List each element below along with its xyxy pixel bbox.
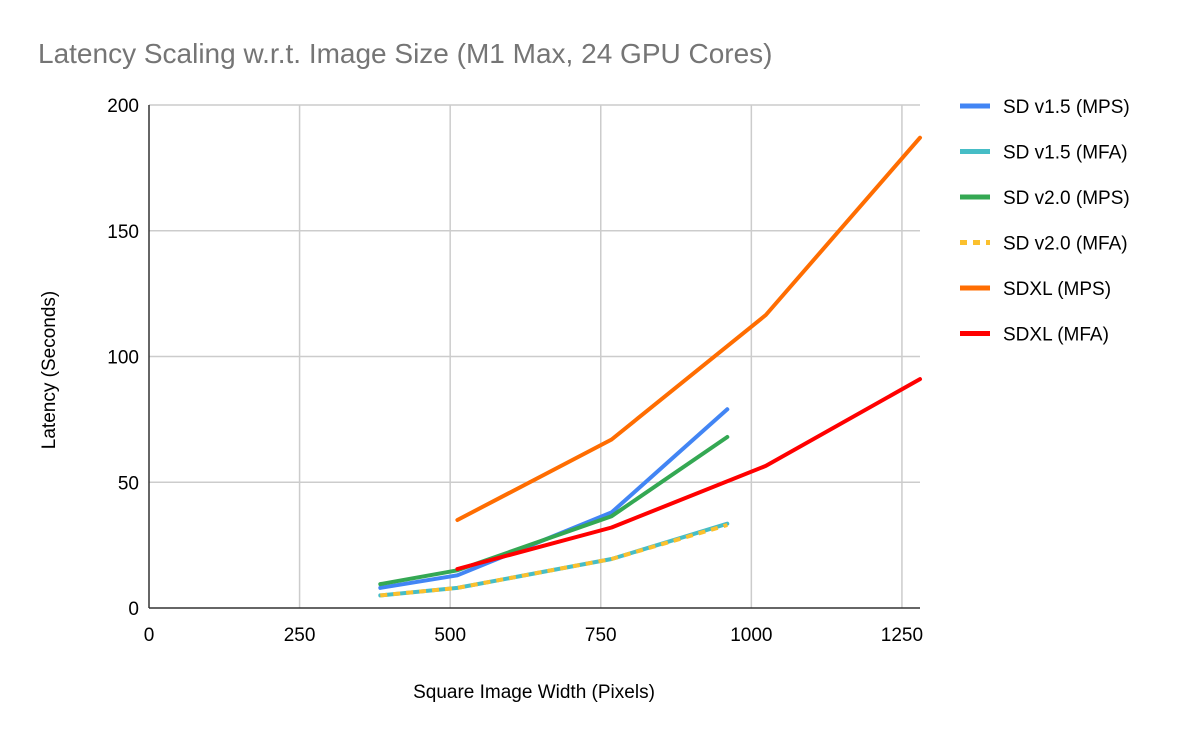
y-axis-label: Latency (Seconds) [39,291,60,449]
series-lines [378,135,922,598]
y-tick-label: 50 [118,473,139,494]
chart-title: Latency Scaling w.r.t. Image Size (M1 Ma… [38,38,773,69]
y-tick-label: 0 [128,599,139,620]
legend-label-sdxl-mfa: SDXL (MFA) [1003,325,1109,346]
legend-label-sd-v2-0-mfa: SD v2.0 (MFA) [1003,234,1128,255]
series-line-sdxl-mfa [455,377,922,571]
y-tick-label: 100 [107,348,139,369]
legend-label-sd-v1-5-mfa: SD v1.5 (MFA) [1003,143,1128,164]
series-line-sd-v1-5-mfa [378,521,730,598]
axes: 0 50 100 150 200 0 250 500 750 1000 1250 [107,96,923,646]
y-tick-label: 200 [107,96,139,117]
x-tick-label: 0 [144,625,155,646]
x-tick-label: 1250 [881,625,923,646]
legend-label-sd-v2-0-mps: SD v2.0 (MPS) [1003,188,1130,209]
x-tick-label: 250 [284,625,316,646]
x-tick-label: 500 [434,625,466,646]
series-line-sd-v2-0-mps [378,435,730,587]
legend-label-sdxl-mps: SDXL (MPS) [1003,279,1111,300]
legend: SD v1.5 (MPS) SD v1.5 (MFA) SD v2.0 (MPS) S… [960,97,1130,346]
x-tick-label: 1000 [730,625,772,646]
y-tick-label: 150 [107,222,139,243]
x-tick-label: 750 [585,625,617,646]
grid [149,104,920,608]
series-line-sdxl-mps [455,135,922,522]
legend-label-sd-v1-5-mps: SD v1.5 (MPS) [1003,97,1130,118]
x-axis-label: Square Image Width (Pixels) [413,682,655,703]
series-line-sd-v1-5-mps [378,407,730,590]
